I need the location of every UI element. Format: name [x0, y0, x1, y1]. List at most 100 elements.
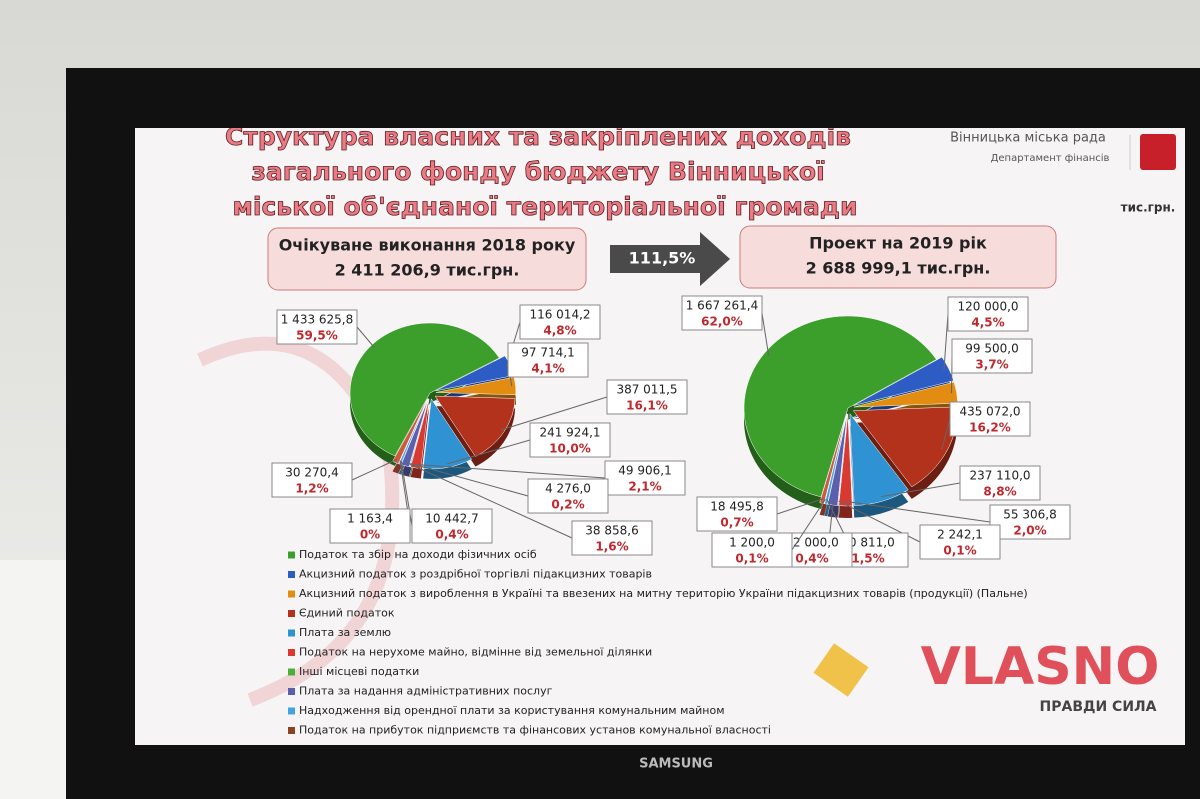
label-box [411, 508, 493, 544]
percent-label: 0,4% [435, 528, 468, 542]
value-label: 435 072,0 [959, 405, 1020, 419]
label-box [949, 401, 1031, 437]
leader-line [943, 313, 949, 371]
slice [819, 413, 847, 504]
org-name: Вінницька міська рада [950, 131, 1106, 146]
slice [400, 398, 429, 467]
label-box [519, 304, 601, 340]
leader-line [500, 396, 608, 431]
growth: 111,5% [629, 249, 696, 268]
legend-label: Плата за землю [299, 626, 391, 639]
value-label: 2 242,1 [937, 528, 983, 542]
legend-swatch [288, 629, 295, 637]
value-label: 387 011,5 [616, 383, 677, 397]
growth-arrow [610, 232, 730, 286]
percent-label: 59,5% [296, 329, 338, 343]
legend-label: Надходження від орендної плати за корист… [299, 704, 725, 717]
value-label: 241 924,1 [539, 426, 600, 440]
slice [408, 398, 429, 468]
unit: тис.грн. [1121, 201, 1176, 215]
slice [837, 413, 848, 506]
legend-swatch [288, 551, 295, 559]
legend-label: Акцизний податок з вироблення в Україні … [299, 587, 1028, 600]
value-label: 49 906,1 [618, 464, 671, 478]
legend-swatch [288, 707, 295, 715]
legend-swatch [288, 610, 295, 617]
percent-label: 3,7% [975, 358, 1008, 372]
percent-label: 0,7% [720, 516, 753, 530]
watermark-logo [813, 643, 869, 697]
percent-label: 16,2% [969, 421, 1011, 435]
label-box [529, 422, 611, 458]
value-label: 1 163,4 [347, 512, 393, 526]
percent-label: 2,0% [1013, 524, 1046, 538]
percent-label: 8,8% [983, 485, 1016, 499]
slice [743, 315, 937, 498]
value-label: 18 495,8 [710, 500, 763, 514]
percent-label: 1,2% [295, 482, 328, 496]
legend-label: Акцизний податок з роздрібної торгівлі п… [299, 568, 652, 581]
legend-label: Податок та збір на доходи фізичних осіб [299, 548, 537, 561]
value-label: 55 306,8 [1003, 508, 1056, 522]
pie [349, 322, 517, 479]
value-label: 1 433 625,8 [281, 313, 354, 327]
leader-line [880, 482, 961, 498]
leader-line [791, 498, 826, 551]
title-line: загального фонду бюджету Вінницької [251, 157, 825, 186]
value-label: 30 270,4 [285, 466, 338, 480]
leader-line [416, 463, 606, 479]
leader-line [356, 326, 375, 348]
pie-header-box [267, 227, 587, 291]
percent-label: 1,5% [851, 552, 884, 566]
percent-label: 1,6% [595, 540, 628, 554]
value-label: 1 667 261,4 [686, 299, 759, 313]
leader-line [776, 498, 824, 515]
legend-label: Плата за надання адміністративних послуг [299, 685, 553, 698]
legend-label: Податок на нерухоме майно, відмінне від … [299, 646, 652, 659]
percent-label: 0,4% [795, 552, 828, 566]
pie-title: Проект на 2019 рік [809, 234, 987, 253]
leader-line [941, 418, 951, 451]
slide: Вінницька міська рада Департамент фінанс… [135, 122, 1185, 745]
legend-swatch [288, 668, 295, 676]
title-line: Структура власних та закріплених доходів [225, 122, 851, 151]
leader-line [761, 312, 770, 356]
slice [349, 322, 500, 457]
value-label: 237 110,0 [969, 469, 1030, 483]
value-label: 99 500,0 [965, 342, 1018, 356]
percent-label: 4,1% [531, 362, 564, 376]
label-box [681, 295, 763, 331]
leader-line [447, 439, 531, 465]
label-box [919, 524, 1001, 560]
label-box [507, 342, 589, 378]
label-box [947, 296, 1029, 332]
label-box [951, 338, 1033, 374]
city-emblem [1140, 134, 1176, 170]
pie-header-box [739, 225, 1057, 289]
label-box [959, 465, 1041, 501]
slice [838, 413, 853, 507]
percent-label: 0,2% [551, 498, 584, 512]
tv-brand: SAMSUNG [639, 757, 713, 772]
label-box [329, 508, 411, 544]
department: Департамент фінансів [991, 152, 1110, 164]
label-box [696, 496, 778, 532]
pie-title: Очікуване виконання 2018 року [279, 236, 576, 255]
label-box [711, 532, 793, 568]
legend-label: Єдиний податок [299, 607, 395, 620]
percent-label: 4,8% [543, 324, 576, 338]
value-label: 4 276,0 [545, 482, 591, 496]
watermark: VLASNO [921, 637, 1160, 697]
leader-line [406, 461, 573, 539]
value-label: 40 811,0 [841, 536, 894, 550]
value-label: 38 858,6 [585, 524, 638, 538]
legend-swatch [288, 688, 295, 695]
percent-label: 0,1% [943, 544, 976, 558]
percent-label: 16,1% [626, 399, 668, 413]
leader-line [845, 500, 991, 523]
percent-label: 0,1% [735, 552, 768, 566]
slogan: ПРАВДИ СИЛА [1040, 699, 1157, 715]
value-label: 97 714,1 [521, 346, 574, 360]
